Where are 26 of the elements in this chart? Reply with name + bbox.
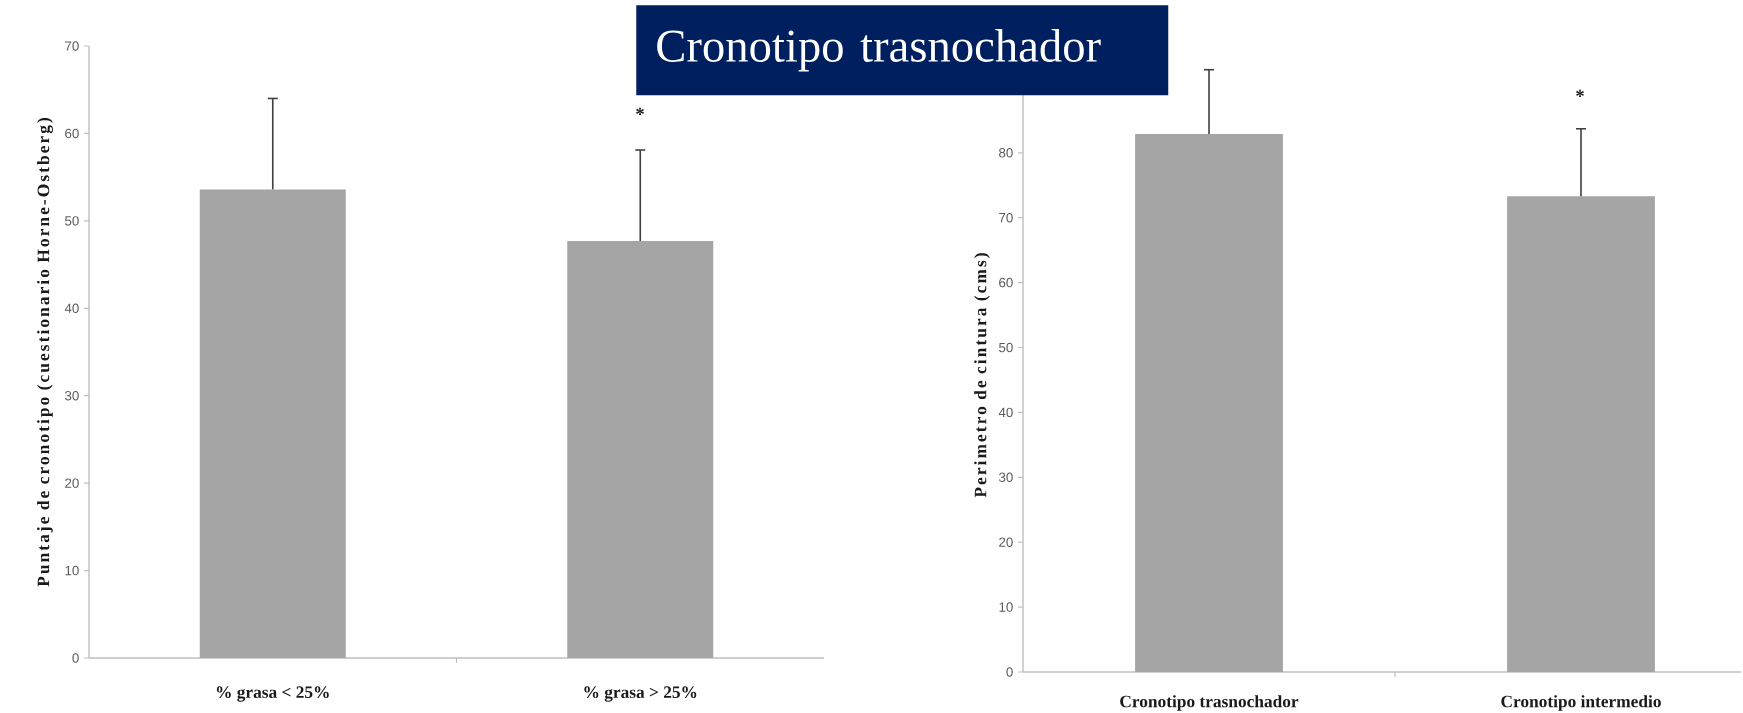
annotation: * <box>1576 89 1584 97</box>
x-tick-label: % grasa > 25% <box>584 686 697 702</box>
y-tick-label: 10 <box>65 565 79 576</box>
y-tick-label: 40 <box>64 303 79 313</box>
y-tick-label: 80 <box>999 148 1013 158</box>
x-tick-label: Cronotipo trasnochador <box>1120 695 1299 711</box>
y-tick-label: 0 <box>1006 667 1013 677</box>
y-tick-label: 10 <box>999 602 1013 612</box>
y-tick-label: 30 <box>998 472 1013 482</box>
y-tick-label: 70 <box>65 41 79 51</box>
x-tick-label: % grasa < 25% <box>216 686 329 702</box>
y-axis-title: Perimetro de cintura (cms) <box>974 253 990 498</box>
y-tick-label: 20 <box>999 537 1013 547</box>
y-tick-label: 0 <box>72 653 79 663</box>
y-tick-label: 70 <box>999 212 1013 223</box>
y-axis-title: Puntaje de cronotipo (cuestionario Horne-Ostberg) <box>37 117 53 587</box>
y-tick-label: 30 <box>64 390 79 401</box>
y-tick-label: 40 <box>998 407 1013 418</box>
annotation: * <box>636 107 644 115</box>
y-tick-label: 50 <box>65 216 79 226</box>
y-tick-label: 60 <box>999 277 1013 288</box>
y-tick-label: 50 <box>999 342 1013 353</box>
y-tick-label: 20 <box>65 478 79 488</box>
y-tick-label: 60 <box>65 128 79 139</box>
x-tick-label: Cronotipo intermedio <box>1501 695 1661 711</box>
chart-title: Cronotipo trasnochador <box>657 29 1101 72</box>
